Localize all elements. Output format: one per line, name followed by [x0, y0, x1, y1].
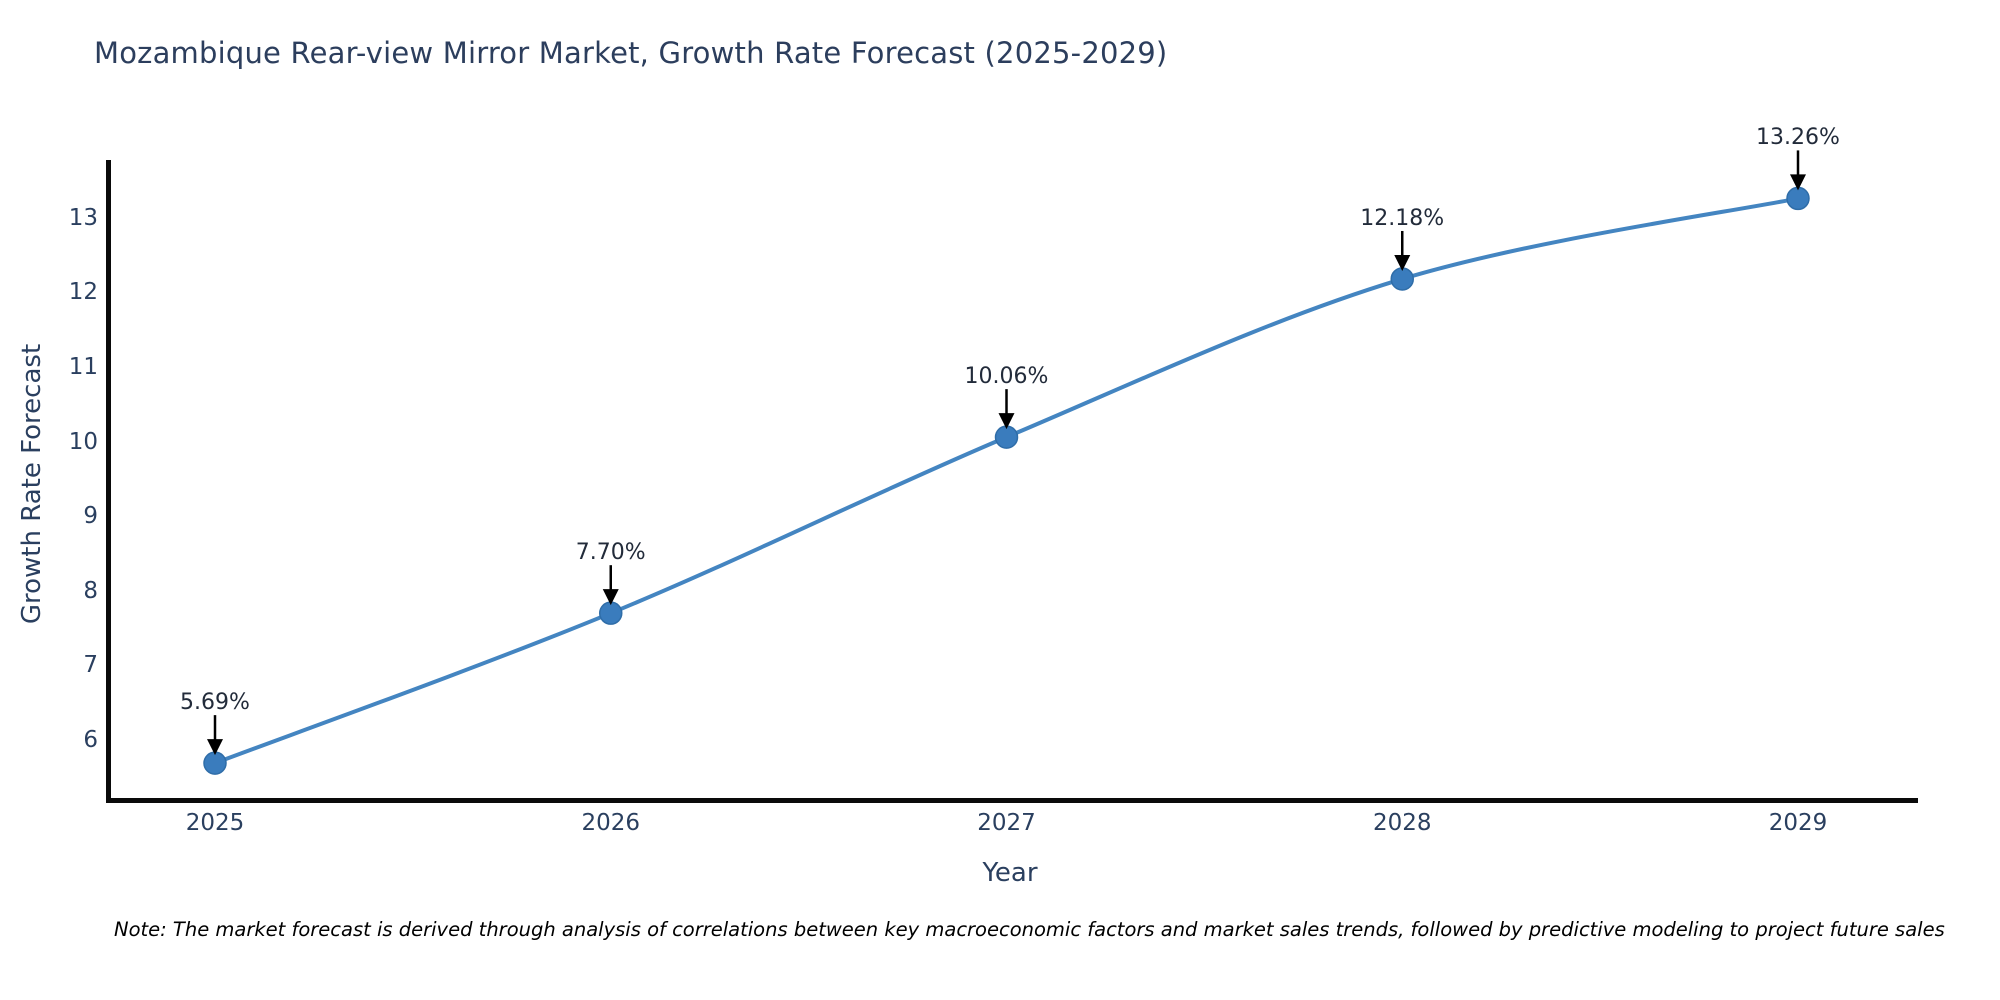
y-axis-spine: [106, 160, 111, 803]
data-point-marker[interactable]: [203, 751, 227, 775]
annotation-arrowhead: [1394, 254, 1411, 271]
y-tick-label: 12: [68, 279, 98, 306]
y-tick-label: 6: [83, 727, 98, 753]
y-tick-label: 7: [83, 652, 98, 679]
y-tick-label: 8: [83, 577, 98, 604]
point-value-label: 13.26%: [1756, 125, 1840, 151]
x-tick-label: 2028: [1372, 810, 1432, 836]
x-tick-label: 2026: [581, 810, 641, 836]
point-value-label: 12.18%: [1360, 205, 1445, 231]
point-value-label: 5.69%: [180, 690, 250, 716]
annotation-arrowhead: [602, 589, 619, 606]
y-tick-label: 13: [68, 204, 98, 231]
annotation-arrowhead: [207, 739, 223, 756]
y-tick-label: 9: [83, 503, 98, 530]
point-value-label: 7.70%: [575, 540, 646, 566]
x-tick-label: 2029: [1768, 810, 1828, 836]
data-point-marker[interactable]: [1390, 267, 1414, 291]
data-point-marker[interactable]: [1786, 186, 1810, 211]
data-point-marker[interactable]: [599, 601, 623, 625]
footnote: Note: The market forecast is derived thr…: [114, 918, 1945, 941]
x-tick-label: 2025: [185, 810, 245, 836]
y-tick-label: 11: [68, 354, 98, 380]
y-tick-label: 10: [68, 428, 98, 455]
annotation-arrowhead: [1790, 174, 1806, 191]
forecast-line: [213, 196, 1800, 766]
x-axis-spine: [106, 798, 1918, 803]
chart-title: Mozambique Rear-view Mirror Market, Grow…: [94, 36, 1168, 70]
x-axis-title: Year: [982, 858, 1038, 888]
annotation-arrowhead: [998, 413, 1015, 430]
data-point-marker[interactable]: [994, 425, 1019, 449]
point-value-label: 10.06%: [964, 364, 1049, 390]
x-tick-label: 2027: [977, 810, 1036, 836]
